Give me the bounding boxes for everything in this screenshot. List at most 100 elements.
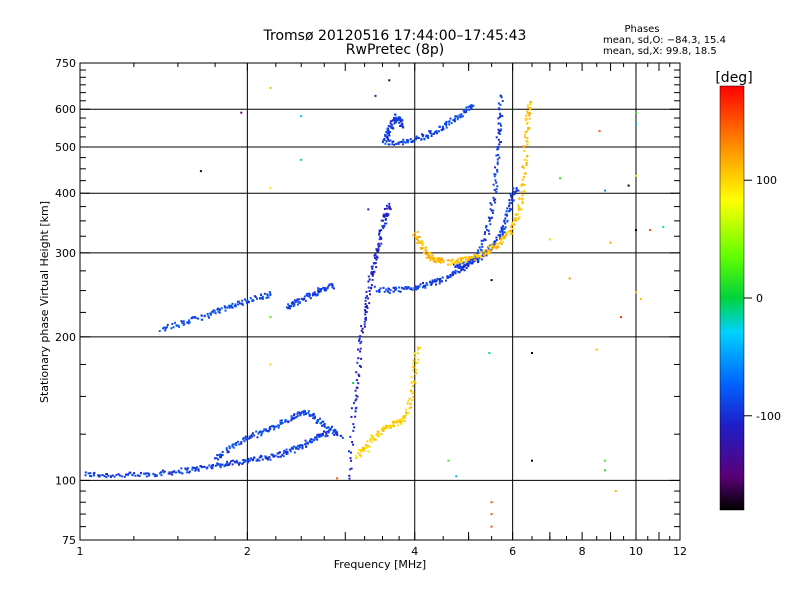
data-point (233, 443, 236, 446)
data-point (287, 307, 290, 310)
data-point (520, 208, 523, 211)
data-point (446, 259, 449, 262)
data-point (282, 452, 285, 455)
data-point (385, 288, 388, 291)
data-point (392, 140, 395, 143)
data-point (465, 111, 468, 113)
data-point (389, 125, 392, 128)
data-point (307, 412, 310, 415)
data-point (324, 287, 327, 290)
data-point (453, 119, 456, 122)
data-point (171, 323, 174, 325)
data-point (413, 380, 416, 383)
data-point (152, 472, 155, 475)
data-point (416, 230, 419, 233)
data-point (305, 442, 307, 445)
data-point (369, 438, 372, 441)
data-point (315, 437, 318, 440)
data-point (356, 395, 359, 398)
data-point (269, 292, 272, 295)
data-point (498, 133, 501, 135)
data-point (523, 150, 526, 152)
data-point (195, 468, 198, 471)
data-point (177, 470, 180, 473)
data-point (424, 246, 427, 249)
data-point (301, 445, 304, 448)
data-point (454, 262, 457, 265)
data-point (414, 382, 417, 384)
data-point (259, 430, 262, 433)
data-point (389, 120, 392, 123)
data-point (231, 443, 234, 446)
data-point (183, 322, 186, 325)
data-point (289, 450, 292, 453)
data-point (358, 364, 361, 367)
data-point (319, 422, 322, 425)
data-point (419, 283, 422, 286)
data-point (301, 447, 304, 450)
data-point (247, 457, 250, 460)
data-point (464, 258, 467, 261)
data-point (497, 117, 500, 120)
data-point (288, 304, 291, 307)
data-point (248, 301, 250, 304)
data-point (392, 425, 395, 427)
data-point (499, 112, 501, 115)
data-point (483, 238, 486, 241)
data-point (489, 250, 492, 253)
data-point (490, 525, 493, 528)
data-point (511, 199, 514, 202)
data-point (209, 312, 212, 315)
data-point (372, 272, 375, 275)
data-point (262, 430, 265, 433)
data-point (307, 410, 310, 413)
data-point (445, 126, 448, 129)
data-point (421, 133, 423, 136)
data-point (452, 119, 455, 122)
data-point (224, 309, 227, 312)
data-point (380, 229, 383, 232)
data-point (174, 321, 176, 324)
data-point (370, 434, 373, 437)
data-point (129, 471, 132, 474)
data-point (493, 173, 496, 176)
y-tick-label: 200 (55, 331, 76, 344)
data-point (398, 116, 401, 119)
data-point (184, 467, 187, 470)
data-point (269, 294, 272, 297)
data-point (90, 475, 93, 478)
data-point (316, 421, 319, 424)
data-point (380, 219, 383, 222)
data-point (529, 108, 532, 111)
data-point (101, 474, 104, 477)
data-point (477, 260, 480, 263)
data-point (421, 244, 424, 247)
data-point (506, 219, 509, 222)
data-point (363, 320, 366, 323)
data-point (454, 272, 457, 275)
data-point (364, 309, 366, 312)
data-point (226, 306, 229, 309)
data-point (394, 420, 397, 423)
data-point (412, 359, 415, 362)
data-point (290, 415, 293, 418)
data-point (513, 218, 516, 221)
data-point (507, 230, 510, 233)
data-point (414, 231, 417, 234)
data-point (449, 117, 452, 120)
data-point (367, 280, 370, 283)
data-point (497, 246, 500, 249)
data-point (484, 231, 486, 234)
data-point (498, 143, 501, 146)
data-point (377, 243, 380, 246)
data-point (435, 257, 437, 260)
data-point (495, 191, 498, 193)
data-point (450, 259, 453, 262)
data-point (385, 130, 388, 133)
data-point (497, 243, 500, 246)
data-point (403, 416, 406, 419)
data-point (598, 130, 601, 133)
data-point (522, 145, 525, 147)
data-points (84, 79, 665, 528)
data-point (247, 437, 250, 440)
